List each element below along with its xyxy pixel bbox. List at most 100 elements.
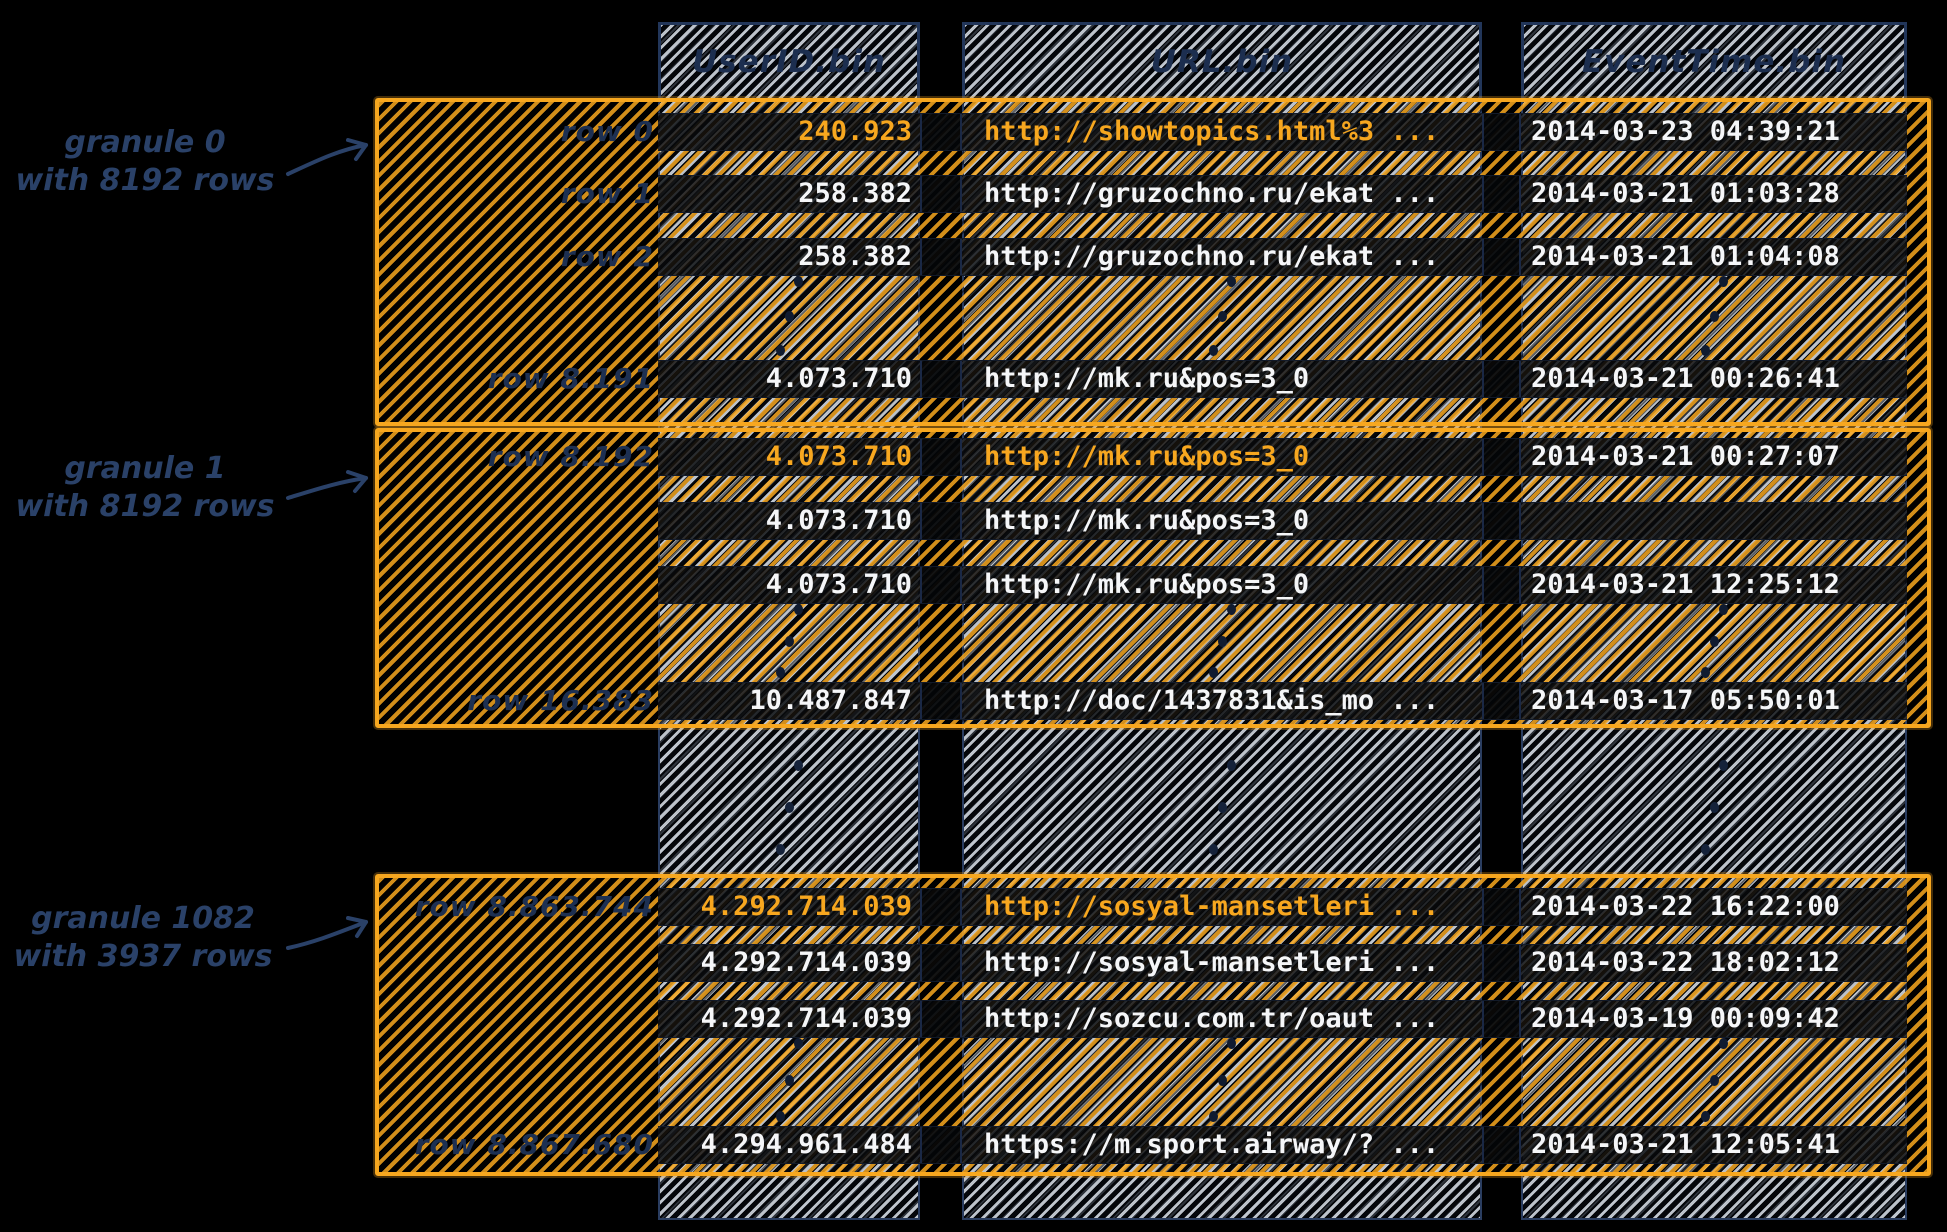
table-row: 4.292.714.039 http://sozcu.com.tr/oaut ..… (658, 1000, 1907, 1038)
eventtime-cell: 2014-03-22 18:02:12 (1531, 947, 1840, 978)
column-header-url-label: URL.bin (1150, 44, 1294, 80)
granule-box-0: 240.923 http://showtopics.html%3 ... 2014-… (375, 98, 1931, 426)
url-cell: http://gruzochno.ru/ekat ... (984, 178, 1440, 209)
arrow-right-icon (284, 130, 376, 184)
row-label: row 1 (560, 177, 654, 210)
userid-cell: 4.292.714.039 (700, 947, 912, 978)
ellipsis-dots-icon (774, 760, 804, 855)
column-gap (920, 239, 962, 275)
column-gap (1482, 945, 1521, 981)
userid-cell: 4.294.961.484 (700, 1129, 912, 1160)
eventtime-cell: 2014-03-21 01:04:08 (1531, 241, 1840, 272)
column-gap (1482, 239, 1521, 275)
column-gap (1482, 889, 1521, 925)
eventtime-cell: 2014-03-21 12:05:41 (1531, 1129, 1840, 1160)
ellipsis-dots-icon (774, 276, 804, 356)
column-gap (1482, 439, 1521, 475)
annotation-granule-1-line2: with 8192 rows (15, 489, 275, 524)
column-gap (1482, 1127, 1521, 1163)
column-header-userid-label: UserID.bin (692, 44, 886, 80)
column-gap (1482, 567, 1521, 603)
userid-cell: 4.073.710 (765, 569, 912, 600)
column-header-eventtime: EventTime.bin (1521, 22, 1907, 102)
url-cell: http://sosyal-mansetleri ... (984, 947, 1440, 978)
column-gap (1482, 503, 1521, 539)
column-gap (920, 1127, 962, 1163)
table-row: 258.382 http://gruzochno.ru/ekat ... 2014-… (658, 175, 1907, 213)
url-cell: https://m.sport.airway/? ... (984, 1129, 1440, 1160)
column-gap (1482, 361, 1521, 397)
table-row: 10.487.847 http://doc/1437831&is_mo ... 20… (658, 682, 1907, 720)
userid-cell: 258.382 (798, 241, 912, 272)
url-cell: http://mk.ru&pos=3_0 (984, 363, 1310, 394)
eventtime-cell: 2014-03-19 00:09:42 (1531, 1003, 1840, 1034)
annotation-granule-0-line2: with 8192 rows (15, 163, 275, 198)
column-header-url: URL.bin (962, 22, 1482, 102)
table-row: 4.292.714.039 http://sosyal-mansetleri ..… (658, 944, 1907, 982)
eventtime-cell (1521, 503, 1907, 539)
ellipsis-dots-icon (1699, 276, 1729, 356)
table-row: 258.382 http://gruzochno.ru/ekat ... 2014-… (658, 238, 1907, 276)
url-cell: http://gruzochno.ru/ekat ... (984, 241, 1440, 272)
column-gap (1482, 683, 1521, 719)
granule-box-2: 4.292.714.039 http://sosyal-mansetleri ..… (375, 874, 1931, 1176)
row-label: row 8.863.744 (414, 890, 654, 923)
column-gap (1482, 114, 1521, 150)
userid-cell: 4.073.710 (765, 363, 912, 394)
annotation-granule-1-line1: granule 1 (64, 451, 226, 486)
granule-box-1: 4.073.710 http://mk.ru&pos=3_0 2014-03-21 … (375, 428, 1931, 728)
column-gap (920, 439, 962, 475)
row-label: row 8.191 (487, 362, 654, 395)
row-label: row 8.192 (487, 440, 654, 473)
arrow-right-icon (284, 906, 376, 960)
annotation-granule-0: granule 0 with 8192 rows (10, 124, 280, 200)
eventtime-cell: 2014-03-21 12:25:12 (1531, 569, 1840, 600)
table-row: 240.923 http://showtopics.html%3 ... 2014-… (658, 113, 1907, 151)
annotation-granule-0-line1: granule 0 (64, 125, 226, 160)
url-cell: http://showtopics.html%3 ... (984, 116, 1440, 147)
ellipsis-dots-icon (1699, 760, 1729, 855)
url-cell: http://mk.ru&pos=3_0 (984, 505, 1310, 536)
userid-cell: 4.073.710 (765, 441, 912, 472)
column-gap (920, 503, 962, 539)
userid-cell: 4.073.710 (765, 505, 912, 536)
eventtime-cell: 2014-03-23 04:39:21 (1531, 116, 1840, 147)
userid-cell: 240.923 (798, 116, 912, 147)
table-row: 4.073.710 http://mk.ru&pos=3_0 (658, 502, 1907, 540)
row-label: row 0 (560, 115, 654, 148)
userid-cell: 4.292.714.039 (700, 891, 912, 922)
url-cell: http://doc/1437831&is_mo ... (984, 685, 1440, 716)
eventtime-cell: 2014-03-17 05:50:01 (1531, 685, 1840, 716)
annotation-granule-1082-line2: with 3937 rows (13, 939, 273, 974)
table-row: 4.292.714.039 http://sosyal-mansetleri ..… (658, 888, 1907, 926)
column-gap (920, 683, 962, 719)
url-cell: http://sosyal-mansetleri ... (984, 891, 1440, 922)
column-gap (920, 945, 962, 981)
url-cell: http://sozcu.com.tr/oaut ... (984, 1003, 1440, 1034)
column-gap (920, 114, 962, 150)
userid-cell: 258.382 (798, 178, 912, 209)
annotation-granule-1082-line1: granule 1082 (31, 901, 255, 936)
url-cell: http://mk.ru&pos=3_0 (984, 441, 1310, 472)
column-header-userid: UserID.bin (658, 22, 920, 102)
table-row: 4.073.710 http://mk.ru&pos=3_0 2014-03-21 … (658, 566, 1907, 604)
userid-cell: 4.292.714.039 (700, 1003, 912, 1034)
column-gap (920, 1001, 962, 1037)
column-gap (920, 176, 962, 212)
row-label: row 2 (560, 240, 654, 273)
ellipsis-dots-icon (1699, 604, 1729, 678)
eventtime-cell: 2014-03-21 01:03:28 (1531, 178, 1840, 209)
ellipsis-dots-icon (1699, 1038, 1729, 1122)
table-row: 4.294.961.484 https://m.sport.airway/? ..… (658, 1126, 1907, 1164)
eventtime-cell: 2014-03-21 00:26:41 (1531, 363, 1840, 394)
column-gap (1482, 1001, 1521, 1037)
eventtime-cell: 2014-03-22 16:22:00 (1531, 891, 1840, 922)
ellipsis-dots-icon (1207, 760, 1237, 855)
ellipsis-dots-icon (774, 1038, 804, 1122)
annotation-granule-1: granule 1 with 8192 rows (10, 450, 280, 526)
eventtime-cell: 2014-03-21 00:27:07 (1531, 441, 1840, 472)
column-header-eventtime-label: EventTime.bin (1581, 44, 1847, 80)
ellipsis-dots-icon (1207, 1038, 1237, 1122)
ellipsis-dots-icon (1207, 604, 1237, 678)
url-cell: http://mk.ru&pos=3_0 (984, 569, 1310, 600)
